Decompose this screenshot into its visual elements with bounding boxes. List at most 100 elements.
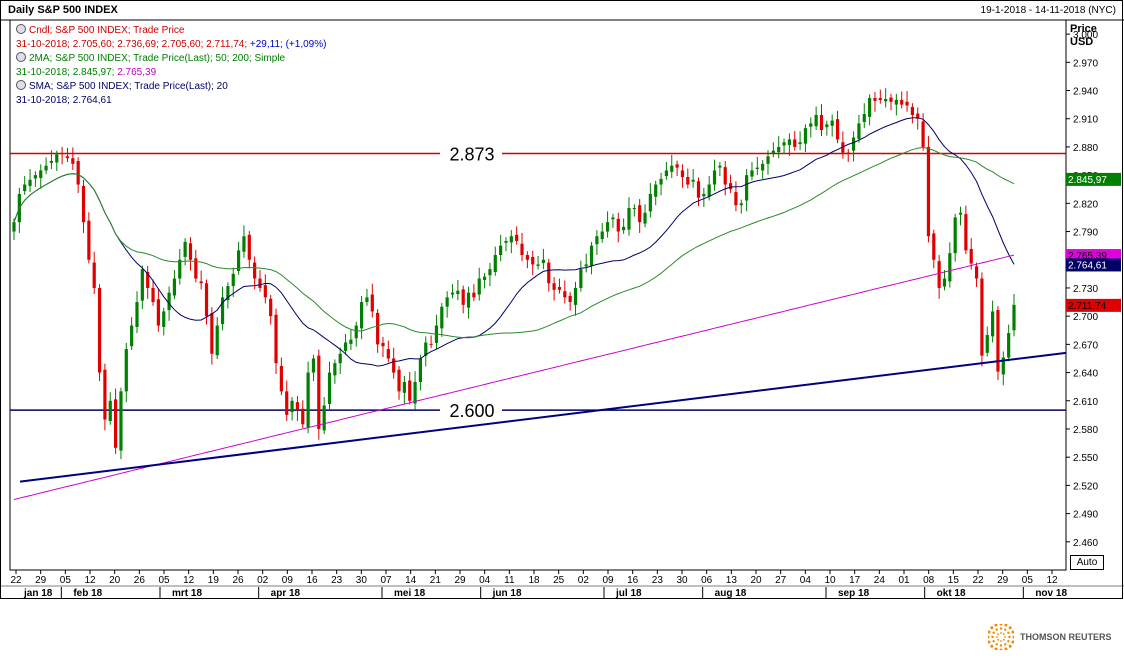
candle-body	[632, 208, 636, 210]
x-tick-label: 16	[627, 575, 639, 586]
x-tick-label: 02	[257, 575, 269, 586]
candle-body	[504, 240, 508, 243]
candle-body	[317, 355, 321, 429]
legend-ma[interactable]: 2MA; S&P 500 INDEX; Trade Price(Last); 5…	[16, 52, 326, 66]
candle-body	[215, 325, 219, 356]
legend-candle[interactable]: Cndl; S&P 500 INDEX; Trade Price	[16, 24, 326, 38]
logo-dot	[990, 644, 994, 648]
x-tick-label: 07	[380, 575, 392, 586]
x-tick-label: 13	[726, 575, 738, 586]
candle-body	[183, 241, 187, 257]
x-tick-label: 04	[479, 575, 491, 586]
x-tick-label: 30	[676, 575, 688, 586]
candle-body	[761, 163, 765, 171]
x-tick-label: 16	[306, 575, 318, 586]
logo-dot	[997, 633, 1000, 636]
x-tick-label: 23	[652, 575, 664, 586]
candle-body	[194, 258, 198, 279]
logo-dot	[1012, 635, 1014, 639]
legend-sma[interactable]: SMA; S&P 500 INDEX; Trade Price(Last); 2…	[16, 80, 326, 94]
legend-ma-title: 2MA; S&P 500 INDEX; Trade Price(Last); 5…	[29, 53, 286, 64]
y-tick-label: 2.490	[1073, 510, 1098, 521]
candle-body	[798, 142, 802, 145]
candle-body	[65, 156, 70, 159]
logo-dot	[1007, 631, 1010, 634]
candle-body	[386, 349, 390, 359]
candle-body	[686, 177, 690, 185]
candle-body	[188, 243, 193, 260]
logo-dot	[1004, 624, 1008, 627]
y-tick-label: 2.520	[1073, 481, 1098, 492]
candle-body	[664, 170, 669, 177]
candle-body	[600, 231, 604, 240]
thomson-reuters-logo-icon	[988, 624, 1014, 650]
candle-body	[916, 113, 920, 119]
candle-body	[787, 139, 792, 146]
logo-dot	[1000, 640, 1002, 642]
x-tick-label: 20	[109, 575, 121, 586]
y-tick-label: 2.880	[1073, 143, 1098, 154]
candle-body	[675, 164, 679, 168]
x-tick-label: 05	[158, 575, 170, 586]
logo-dot	[1007, 640, 1010, 643]
candle-body	[846, 152, 850, 154]
candle-body	[905, 101, 909, 106]
candle-body	[616, 218, 620, 232]
x-month-label: mrt 18	[172, 588, 202, 599]
candle-body	[515, 234, 519, 241]
x-tick-label: 04	[800, 575, 812, 586]
x-tick-label: 25	[553, 575, 565, 586]
candle-body	[991, 311, 995, 337]
candle-body	[226, 286, 230, 301]
candle-body	[595, 236, 599, 245]
y-tick-label: 2.940	[1073, 87, 1098, 98]
y-tick-label: 2.550	[1073, 453, 1098, 464]
x-tick-label: 05	[1022, 575, 1034, 586]
candle-body	[354, 325, 358, 339]
candle-body	[258, 278, 262, 288]
logo-dot	[1004, 628, 1007, 631]
candle-body	[728, 183, 733, 190]
candle-body	[392, 358, 396, 373]
candle-body	[285, 391, 289, 415]
candle-body	[584, 264, 588, 267]
candle-body	[605, 222, 610, 232]
x-tick-label: 29	[997, 575, 1009, 586]
candle-body	[461, 289, 465, 305]
candle-body	[1012, 304, 1016, 331]
candle-body	[1007, 333, 1011, 358]
candle-body	[734, 192, 738, 206]
price-label: 2.845,97	[1068, 175, 1107, 186]
y-tick-label: 2.790	[1073, 228, 1098, 239]
x-tick-label: 14	[405, 575, 417, 586]
candle-body	[71, 158, 75, 164]
candle-body	[568, 295, 572, 303]
logo-dot	[1002, 633, 1005, 636]
legend-candle-title: Cndl; S&P 500 INDEX; Trade Price	[29, 25, 185, 36]
clock-icon	[16, 52, 26, 62]
auto-scale-button[interactable]: Auto	[1070, 555, 1104, 570]
candle-body	[857, 123, 861, 139]
legend-ma-values: 31-10-2018; 2.845,97; 2.765,39	[16, 66, 326, 80]
brand: THOMSON REUTERS	[988, 624, 1112, 650]
candle-body	[563, 291, 567, 298]
candle-body	[552, 283, 556, 290]
clock-icon	[16, 80, 26, 90]
y-tick-label: 2.730	[1073, 284, 1098, 295]
logo-dot	[1004, 636, 1006, 638]
candle-body	[948, 253, 952, 282]
series-line-sma20	[13, 117, 1015, 367]
candle-body	[445, 297, 449, 307]
y-tick-label: 2.670	[1073, 340, 1098, 351]
logo-dot	[1002, 638, 1005, 641]
logo-dot	[988, 635, 990, 639]
legend-candle-ohlc: 31-10-2018; 2.705,60; 2.736,69; 2.705,60…	[16, 39, 248, 50]
y-tick-label: 3.000	[1073, 30, 1098, 41]
candle-body	[359, 302, 364, 329]
candle-body	[156, 299, 160, 326]
candle-body	[862, 114, 866, 123]
candle-body	[135, 302, 139, 327]
x-month-label: aug 18	[715, 588, 747, 599]
level-label: 2.600	[449, 401, 494, 421]
